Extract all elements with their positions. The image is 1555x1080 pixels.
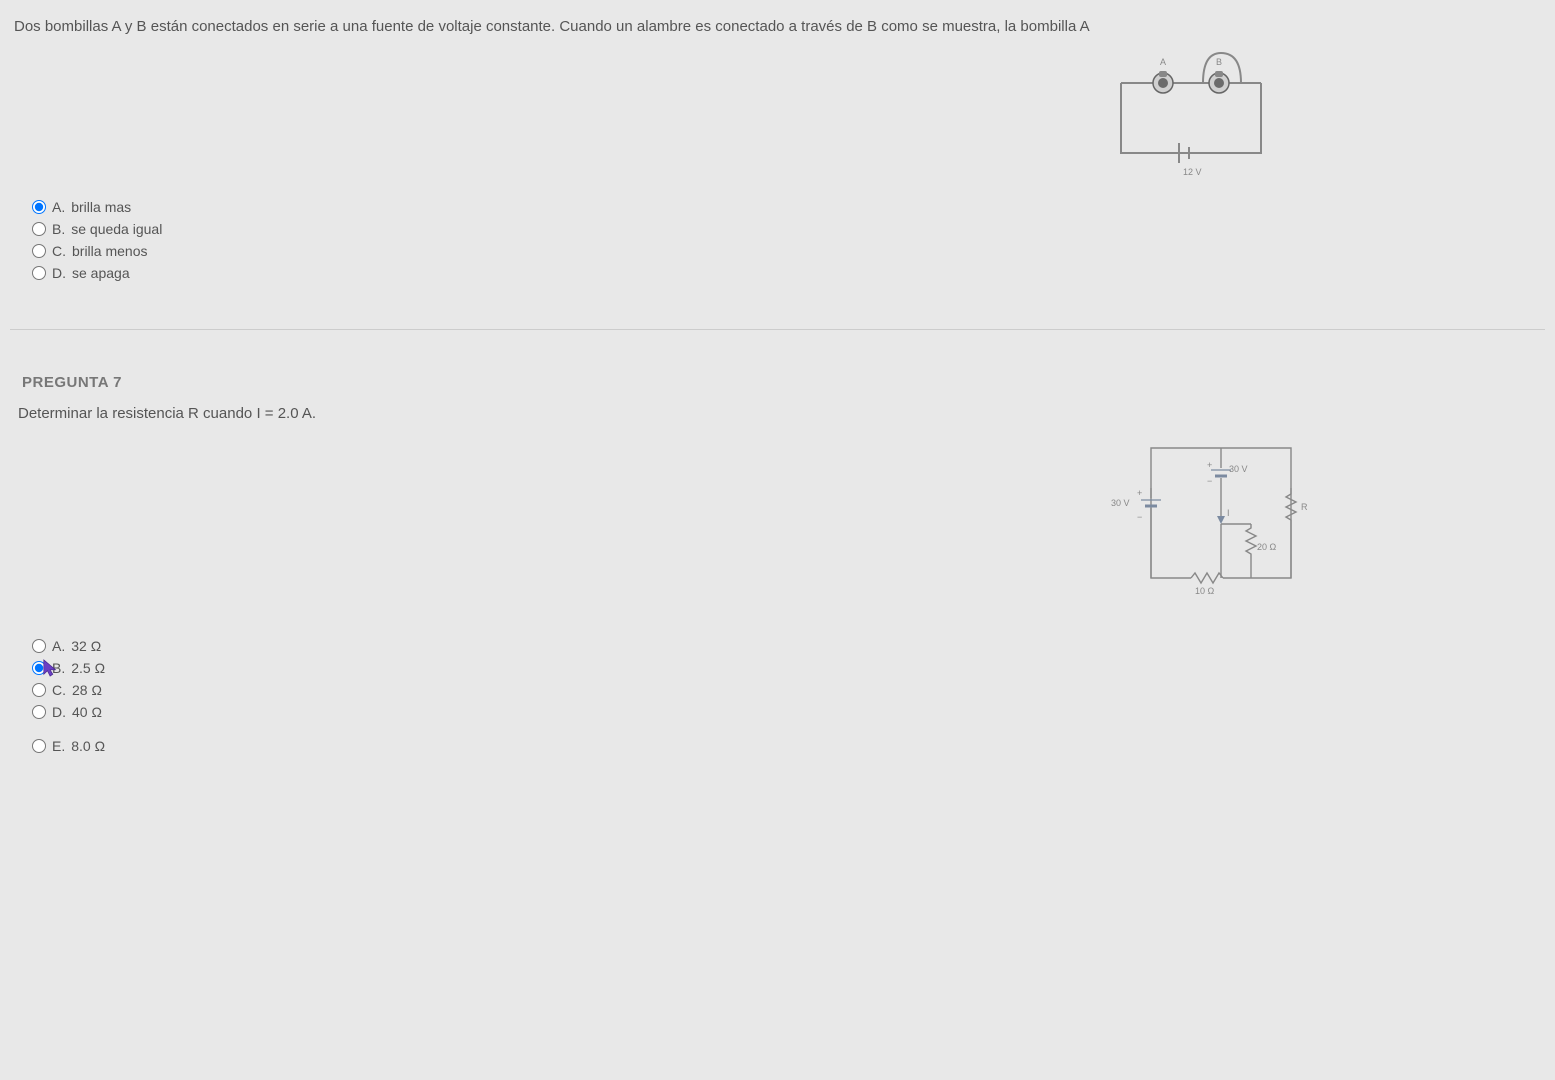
option-letter: C. — [52, 243, 66, 259]
current-arrow-icon: I — [1217, 506, 1230, 524]
option-letter: B. — [52, 221, 65, 237]
radio-q6-a[interactable] — [32, 200, 46, 214]
circuit-svg-q6: 12 V A B — [1101, 43, 1281, 183]
option-q7-c[interactable]: C. 28 Ω — [32, 682, 1541, 698]
v-left-label: 30 V — [1111, 498, 1130, 508]
option-letter: E. — [52, 738, 65, 754]
radio-q6-d[interactable] — [32, 266, 46, 280]
question-6-options: A. brilla mas B. se queda igual C. brill… — [14, 199, 1541, 281]
radio-q7-e[interactable] — [32, 739, 46, 753]
radio-q6-b[interactable] — [32, 222, 46, 236]
question-7-text: Determinar la resistencia R cuando I = 2… — [14, 405, 1541, 422]
option-q6-c[interactable]: C. brilla menos — [32, 243, 1541, 259]
bulb-b-icon: B — [1209, 57, 1229, 93]
option-text: brilla mas — [71, 199, 131, 215]
bulb-a-label: A — [1160, 57, 1166, 67]
voltage-label: 12 V — [1183, 167, 1202, 177]
v-top-label: 30 V — [1229, 464, 1248, 474]
question-7-title: PREGUNTA 7 — [22, 374, 1541, 391]
option-letter: A. — [52, 638, 65, 654]
question-7: PREGUNTA 7 Determinar la resistencia R c… — [10, 348, 1545, 784]
cursor-icon — [42, 658, 60, 678]
option-text: se queda igual — [71, 221, 162, 237]
r-bottom-label: 10 Ω — [1195, 586, 1215, 596]
circuit-svg-q7: 10 Ω 30 V + − — [1091, 428, 1321, 608]
option-letter: A. — [52, 199, 65, 215]
option-text: 40 Ω — [72, 704, 102, 720]
option-q6-a[interactable]: A. brilla mas — [32, 199, 1541, 215]
svg-text:−: − — [1137, 512, 1142, 522]
radio-q7-d[interactable] — [32, 705, 46, 719]
option-letter: D. — [52, 704, 66, 720]
question-6: Dos bombillas A y B están conectados en … — [10, 10, 1545, 311]
svg-text:−: − — [1207, 476, 1212, 486]
radio-q7-c[interactable] — [32, 683, 46, 697]
r-mid-label: 20 Ω — [1257, 542, 1277, 552]
circuit-diagram-bulbs: 12 V A B — [1101, 43, 1281, 183]
divider — [10, 329, 1545, 330]
option-text: se apaga — [72, 265, 130, 281]
option-text: 28 Ω — [72, 682, 102, 698]
option-q7-e[interactable]: E. 8.0 Ω — [32, 738, 1541, 754]
option-text: 8.0 Ω — [71, 738, 105, 754]
battery-left-icon: 30 V + − — [1111, 488, 1161, 528]
question-6-diagram-area: 12 V A B — [14, 43, 1541, 183]
option-text: 2.5 Ω — [71, 660, 105, 676]
svg-text:+: + — [1137, 488, 1142, 498]
option-letter: C. — [52, 682, 66, 698]
i-label: I — [1227, 508, 1230, 518]
option-text: 32 Ω — [71, 638, 101, 654]
option-q7-a[interactable]: A. 32 Ω — [32, 638, 1541, 654]
bulb-a-icon: A — [1153, 57, 1173, 93]
circuit-diagram-resistors: 10 Ω 30 V + − — [1091, 428, 1321, 608]
option-letter: D. — [52, 265, 66, 281]
radio-q7-a[interactable] — [32, 639, 46, 653]
bulb-b-label: B — [1216, 57, 1222, 67]
question-7-diagram-area: 10 Ω 30 V + − — [14, 428, 1541, 608]
option-text: brilla menos — [72, 243, 147, 259]
question-7-options: A. 32 Ω B. 2.5 Ω C. 28 Ω D. 40 Ω E. 8.0 … — [14, 638, 1541, 754]
option-q6-b[interactable]: B. se queda igual — [32, 221, 1541, 237]
battery-top-icon: 30 V + − — [1207, 460, 1248, 486]
option-q7-b[interactable]: B. 2.5 Ω — [32, 660, 1541, 676]
option-q7-d[interactable]: D. 40 Ω — [32, 704, 1541, 720]
question-6-text: Dos bombillas A y B están conectados en … — [14, 18, 1541, 35]
svg-text:+: + — [1207, 460, 1212, 470]
option-q6-d[interactable]: D. se apaga — [32, 265, 1541, 281]
r-right-label: R — [1301, 502, 1308, 512]
radio-q6-c[interactable] — [32, 244, 46, 258]
